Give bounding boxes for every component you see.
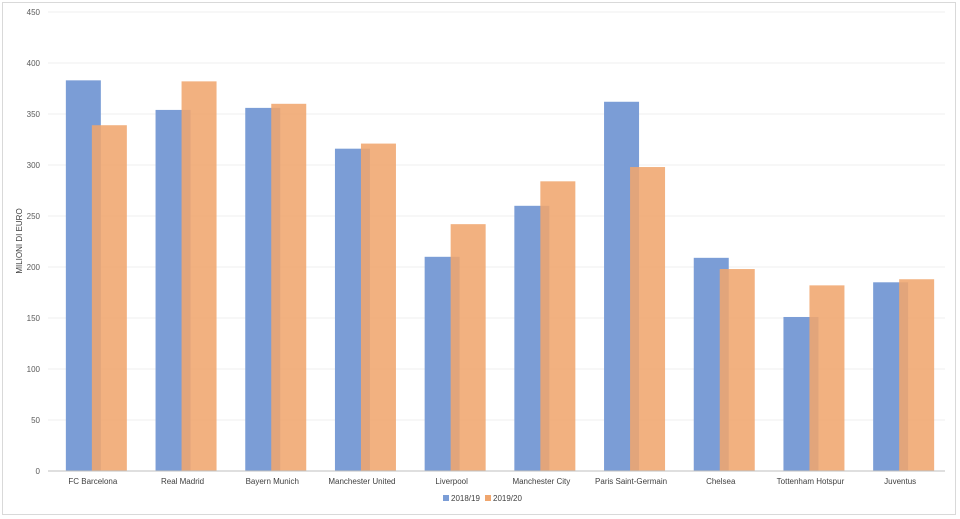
y-tick-label: 450 (27, 8, 41, 17)
category-label: Liverpool (435, 477, 468, 486)
y-tick-label: 100 (27, 365, 41, 374)
legend-label: 2019/20 (493, 494, 522, 503)
y-tick-label: 0 (36, 467, 41, 476)
category-label: Real Madrid (161, 477, 204, 486)
category-label: FC Barcelona (68, 477, 117, 486)
bar-2019-20 (91, 125, 127, 471)
y-axis-label: MILIONI DI EURO (15, 208, 24, 273)
y-tick-label: 50 (31, 416, 40, 425)
x-axis: FC Barcelona Real Madrid Bayern Munich Manc… (48, 470, 945, 486)
y-tick-label: 300 (27, 161, 41, 170)
bar-2019-20 (181, 81, 217, 472)
y-tick-label: 250 (27, 212, 41, 221)
y-tick-label: 150 (27, 314, 41, 323)
y-tick-label: 350 (27, 110, 41, 119)
category-label: Paris Saint-Germain (595, 477, 667, 486)
bar-2019-20 (630, 167, 666, 472)
y-tick-label: 200 (27, 263, 41, 272)
category-label: Manchester City (512, 477, 570, 486)
legend: 2018/19 2019/20 (443, 494, 522, 503)
bar-2019-20 (271, 103, 307, 472)
bar-2019-20 (450, 224, 486, 471)
y-axis: 0 50 100 150 200 250 300 350 400 450 (27, 8, 41, 476)
category-label: Tottenham Hotspur (777, 477, 845, 486)
bars (65, 80, 935, 472)
bar-2019-20 (719, 269, 755, 471)
y-tick-label: 400 (27, 59, 41, 68)
category-label: Juventus (884, 477, 916, 486)
bar-2019-20 (809, 285, 845, 471)
legend-swatch (485, 495, 491, 501)
bar-2019-20 (899, 279, 935, 471)
category-label: Manchester United (328, 477, 395, 486)
legend-swatch (443, 495, 449, 501)
category-label: Bayern Munich (246, 477, 299, 486)
legend-label: 2018/19 (451, 494, 480, 503)
bar-2019-20 (360, 143, 396, 471)
category-label: Chelsea (706, 477, 736, 486)
bar-2019-20 (540, 181, 576, 471)
